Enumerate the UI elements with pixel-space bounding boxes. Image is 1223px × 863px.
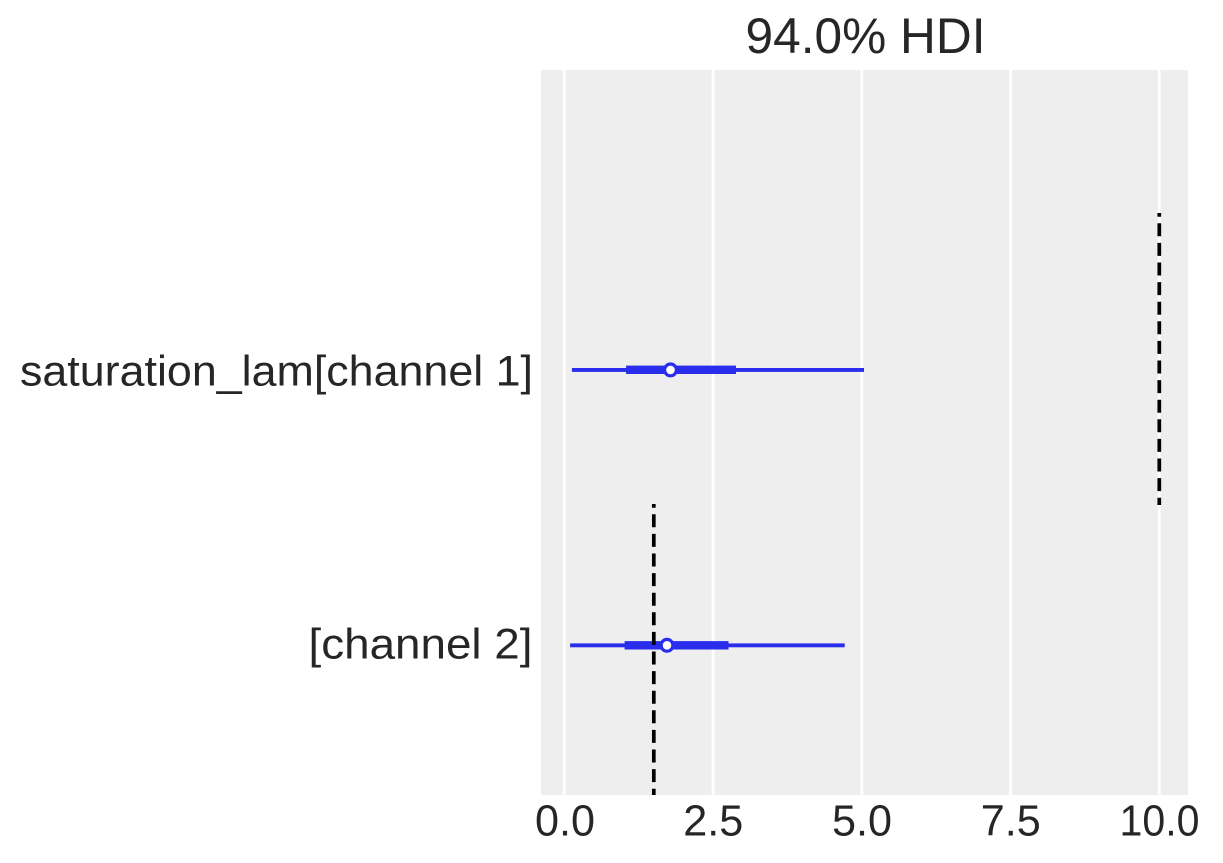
svg-text:saturation_lam[channel 1]: saturation_lam[channel 1] xyxy=(20,348,533,396)
svg-text:0.0: 0.0 xyxy=(535,797,595,846)
svg-text:[channel 2]: [channel 2] xyxy=(309,621,533,669)
svg-text:94.0% HDI: 94.0% HDI xyxy=(746,8,986,64)
svg-text:10.0: 10.0 xyxy=(1120,797,1200,846)
svg-text:5.0: 5.0 xyxy=(832,797,892,846)
svg-text:2.5: 2.5 xyxy=(683,797,743,846)
svg-text:7.5: 7.5 xyxy=(981,797,1041,846)
